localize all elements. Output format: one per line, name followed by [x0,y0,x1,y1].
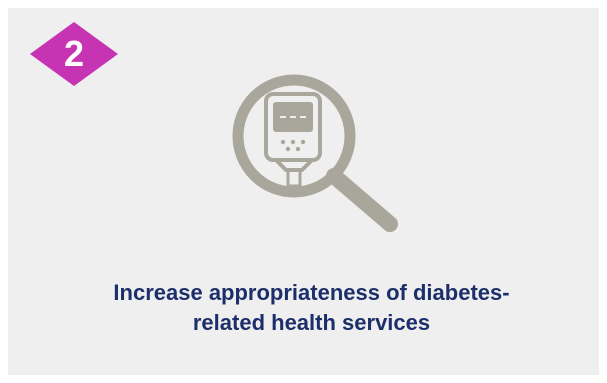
step-number: 2 [63,33,85,74]
info-card: 2 Increase appropr [8,8,599,375]
caption-line-2: related health services [192,310,431,335]
card-caption: Increase appropriateness of diabetes- re… [28,278,595,338]
step-badge: 2 [28,20,120,88]
caption-line-1: Increase appropriateness of diabetes- [113,280,510,305]
diamond-shape [30,22,118,86]
magnifier-glucometer-icon [226,72,408,238]
